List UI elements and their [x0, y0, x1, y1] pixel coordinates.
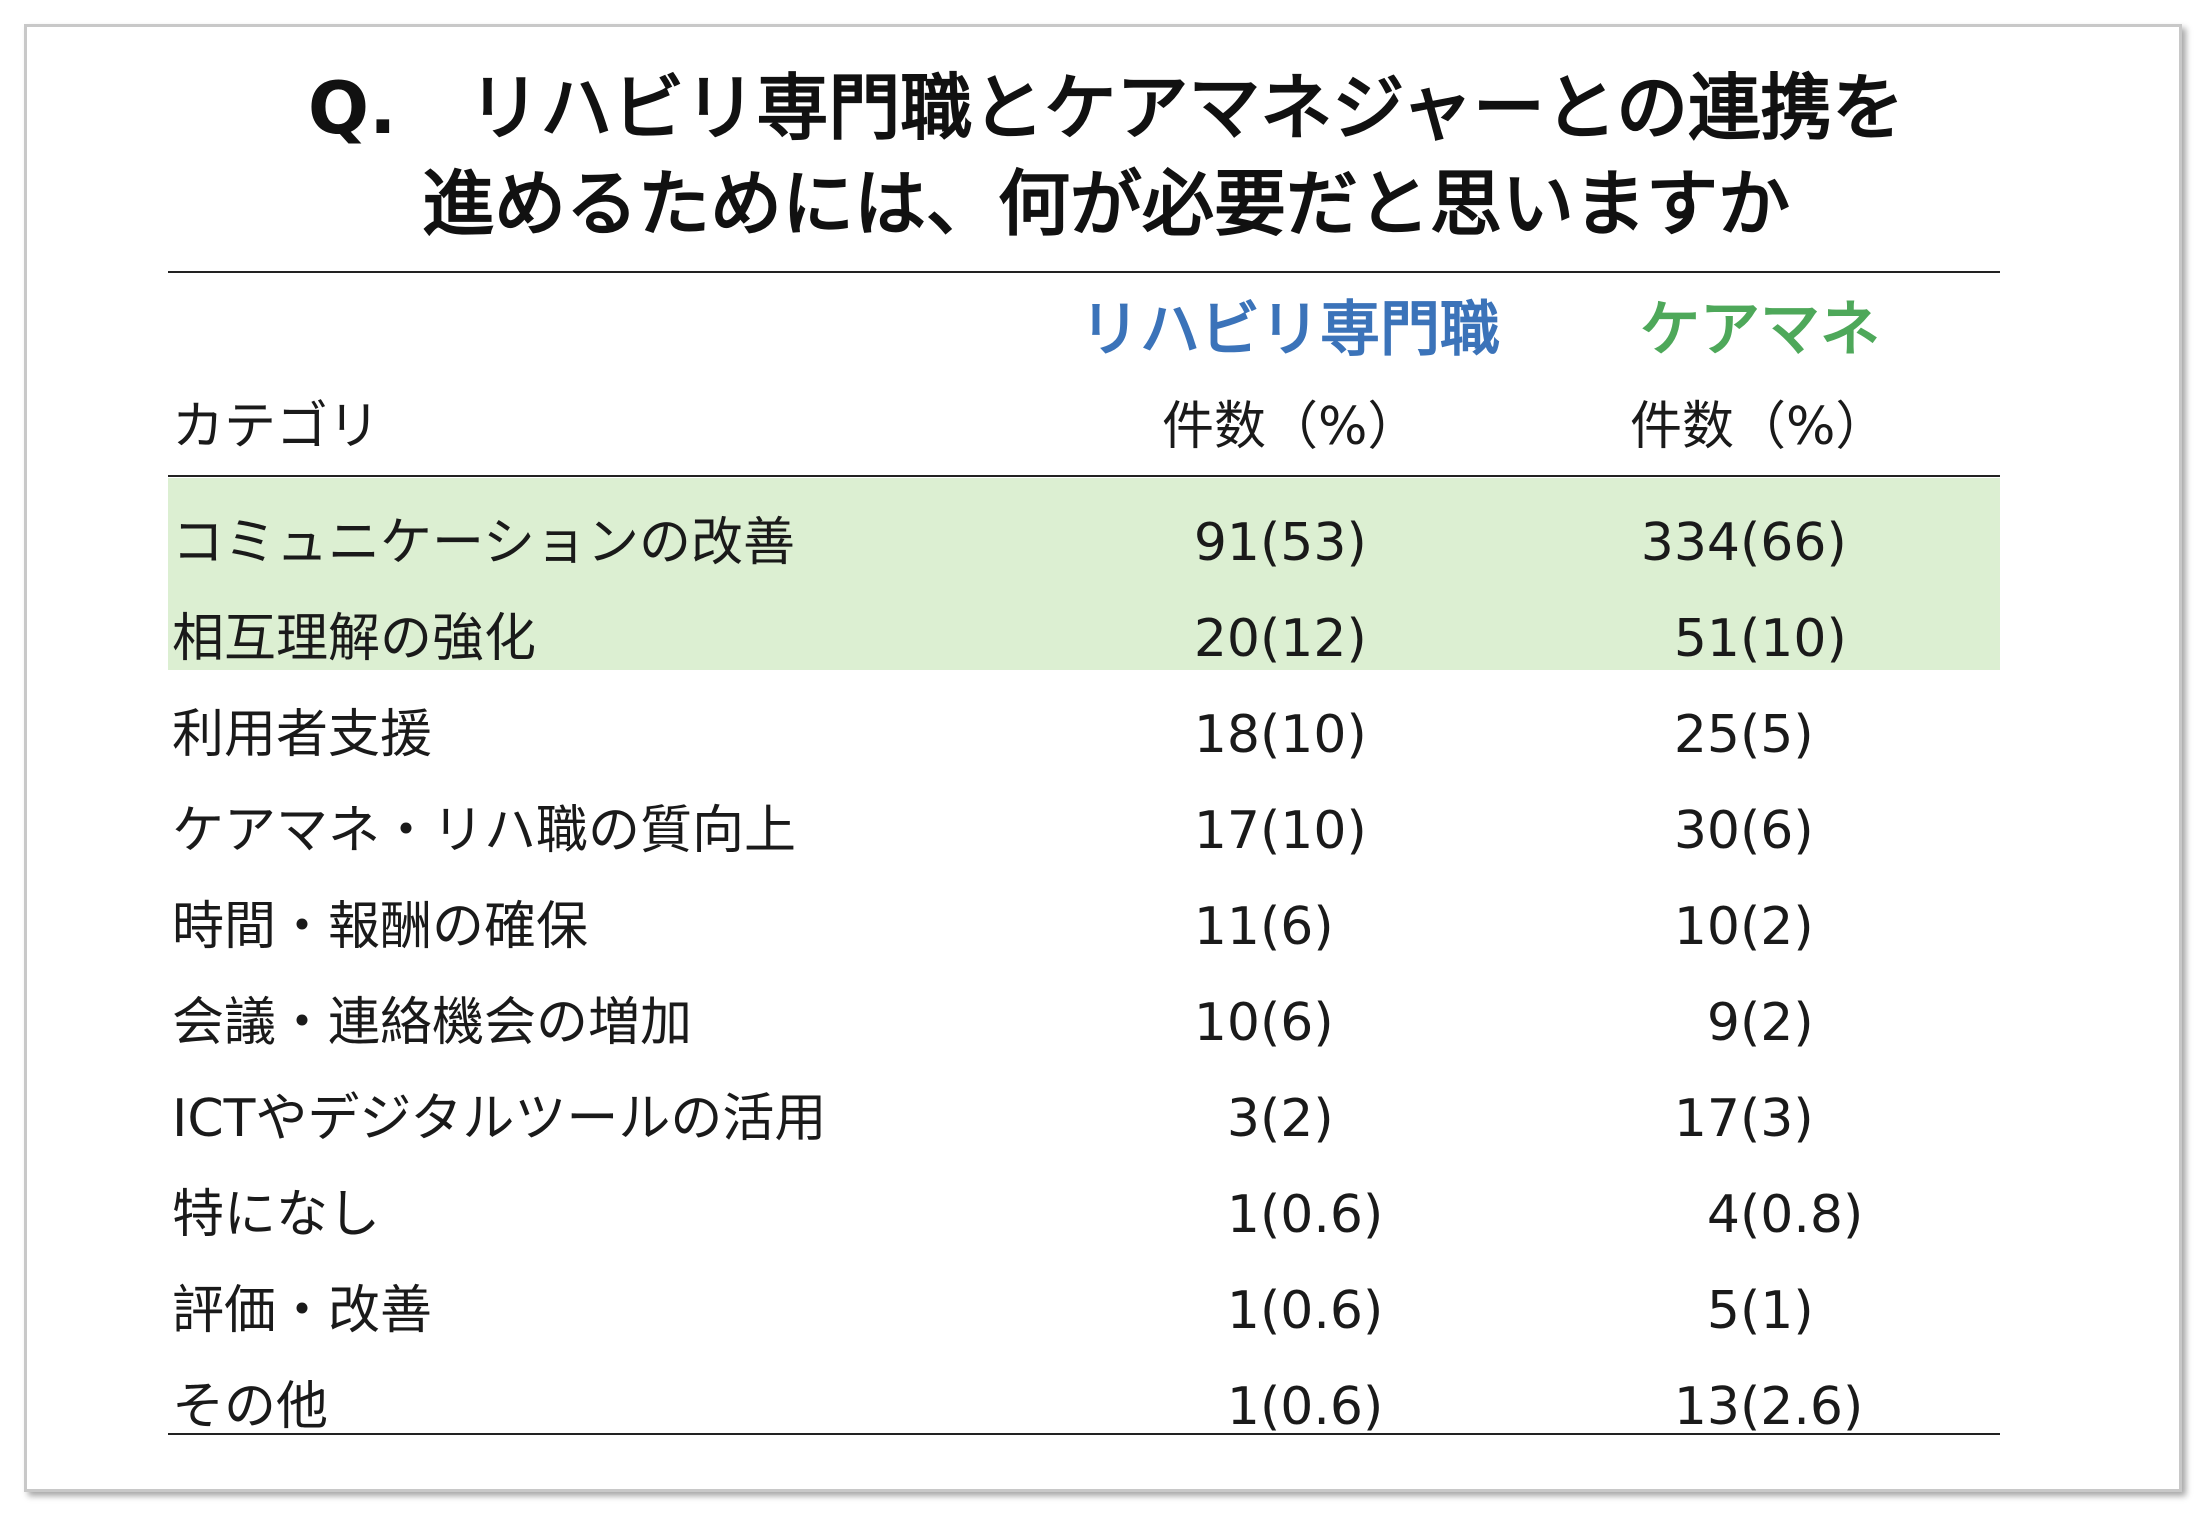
care-count: 5	[1706, 1281, 1740, 1341]
row-care-value: 4(0.8)	[1590, 1180, 1890, 1250]
rehab-count: 91	[1193, 513, 1260, 573]
table-header-rule	[168, 475, 2000, 477]
row-care-value: 5(1)	[1590, 1276, 1890, 1346]
care-percent: (6)	[1740, 801, 1814, 861]
column-group-rehab: リハビリ専門職	[1080, 295, 1500, 365]
row-care-value: 30(6)	[1590, 796, 1890, 866]
care-count: 17	[1673, 1089, 1740, 1149]
care-percent: (2)	[1740, 993, 1814, 1053]
row-care-value: 334(66)	[1590, 508, 1890, 578]
care-percent: (2)	[1740, 897, 1814, 957]
care-count: 51	[1673, 609, 1740, 669]
row-care-value: 51(10)	[1590, 604, 1890, 674]
rehab-percent: (6)	[1260, 897, 1334, 957]
rehab-count: 1	[1226, 1377, 1260, 1437]
rehab-percent: (10)	[1260, 801, 1367, 861]
row-category: ICTやデジタルツールの活用	[172, 1089, 827, 1149]
care-count: 334	[1640, 513, 1740, 573]
rehab-percent: (6)	[1260, 993, 1334, 1053]
slide-frame	[24, 24, 2182, 1492]
care-count: 30	[1673, 801, 1740, 861]
row-care-value: 17(3)	[1590, 1084, 1890, 1154]
question-title-line-1: Q. リハビリ専門職とケアマネジャーとの連携を	[307, 66, 1905, 150]
rehab-count: 20	[1193, 609, 1260, 669]
care-percent: (2.6)	[1740, 1377, 1864, 1437]
row-rehab-value: 18(10)	[1120, 700, 1410, 770]
rehab-count: 10	[1193, 993, 1260, 1053]
row-category: 利用者支援	[172, 705, 433, 765]
rehab-count: 3	[1226, 1089, 1260, 1149]
table-bottom-rule	[168, 1433, 2000, 1435]
row-rehab-value: 91(53)	[1120, 508, 1410, 578]
row-category: その他	[172, 1377, 329, 1437]
row-care-value: 25(5)	[1590, 700, 1890, 770]
rehab-percent: (10)	[1260, 705, 1367, 765]
row-rehab-value: 10(6)	[1120, 988, 1410, 1058]
rehab-count: 1	[1226, 1185, 1260, 1245]
row-rehab-value: 17(10)	[1120, 796, 1410, 866]
row-rehab-value: 1(0.6)	[1120, 1372, 1410, 1442]
care-percent: (3)	[1740, 1089, 1814, 1149]
row-category: ケアマネ・リハ職の質向上	[172, 801, 797, 861]
care-count: 25	[1673, 705, 1740, 765]
row-rehab-value: 20(12)	[1120, 604, 1410, 674]
care-count: 10	[1673, 897, 1740, 957]
rehab-count: 18	[1193, 705, 1260, 765]
column-header-care-count: 件数（%）	[1630, 397, 1888, 457]
column-group-care-manager: ケアマネ	[1640, 295, 1880, 365]
care-percent: (0.8)	[1740, 1185, 1864, 1245]
row-rehab-value: 1(0.6)	[1120, 1276, 1410, 1346]
rehab-percent: (0.6)	[1260, 1281, 1384, 1341]
row-rehab-value: 1(0.6)	[1120, 1180, 1410, 1250]
column-header-rehab-count: 件数（%）	[1162, 397, 1420, 457]
highlighted-rows-background	[168, 478, 2000, 670]
column-header-category: カテゴリ	[172, 397, 381, 457]
rehab-count: 17	[1193, 801, 1260, 861]
care-percent: (66)	[1740, 513, 1847, 573]
row-care-value: 13(2.6)	[1590, 1372, 1890, 1442]
row-category: 特になし	[172, 1185, 381, 1245]
rehab-percent: (0.6)	[1260, 1185, 1384, 1245]
table-top-rule	[168, 271, 2000, 273]
care-percent: (5)	[1740, 705, 1814, 765]
row-category: 会議・連絡機会の増加	[172, 993, 693, 1053]
row-rehab-value: 3(2)	[1120, 1084, 1410, 1154]
rehab-percent: (0.6)	[1260, 1377, 1384, 1437]
rehab-percent: (12)	[1260, 609, 1367, 669]
row-care-value: 10(2)	[1590, 892, 1890, 962]
rehab-percent: (53)	[1260, 513, 1367, 573]
rehab-count: 11	[1193, 897, 1260, 957]
row-category: コミュニケーションの改善	[172, 513, 795, 573]
care-count: 4	[1706, 1185, 1740, 1245]
row-category: 時間・報酬の確保	[172, 897, 589, 957]
row-rehab-value: 11(6)	[1120, 892, 1410, 962]
rehab-count: 1	[1226, 1281, 1260, 1341]
row-category: 相互理解の強化	[172, 609, 537, 669]
care-count: 13	[1673, 1377, 1740, 1437]
care-count: 9	[1706, 993, 1740, 1053]
rehab-percent: (2)	[1260, 1089, 1334, 1149]
row-category: 評価・改善	[172, 1281, 433, 1341]
care-percent: (1)	[1740, 1281, 1814, 1341]
care-percent: (10)	[1740, 609, 1847, 669]
question-title-line-2: 進めるためには、何が必要だと思いますか	[421, 162, 1790, 246]
row-care-value: 9(2)	[1590, 988, 1890, 1058]
